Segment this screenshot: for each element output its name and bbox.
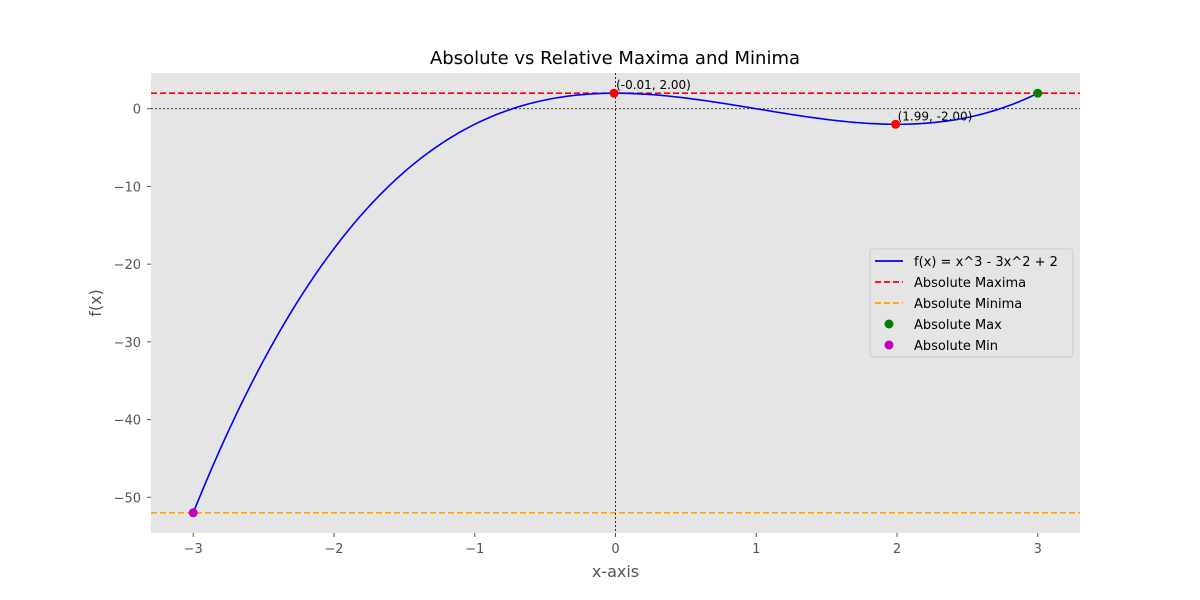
legend-label-2: Absolute Minima [914,297,1022,312]
y-axis-label: f(x) [86,289,105,317]
x-tick-label-3: 0 [611,542,619,557]
chart-title: Absolute vs Relative Maxima and Minima [430,48,800,69]
legend-label-1: Absolute Maxima [914,276,1026,291]
y-tick-label-1: −10 [114,180,141,195]
point-markers [188,88,1043,518]
legend-label-0: f(x) = x^3 - 3x^2 + 2 [914,255,1058,270]
x-tick-label-5: 2 [893,542,901,557]
legend-symbol-4 [884,340,894,350]
y-tick-label-4: −40 [114,414,141,429]
point-marker-0 [1033,88,1043,98]
y-axis-ticks: 0 −10 −20 −30 −40 −50 [114,103,151,506]
x-tick-label-0: −3 [184,542,203,557]
point-label-3: (1.99, -2.00) [898,109,973,123]
point-marker-1 [188,508,198,518]
x-tick-label-2: −1 [465,542,484,557]
point-marker-3 [891,119,901,129]
point-label-2: (-0.01, 2.00) [616,78,691,92]
legend: f(x) = x^3 - 3x^2 + 2 Absolute Maxima Abso… [869,248,1074,358]
legend-symbol-3 [884,319,894,329]
x-tick-label-4: 1 [752,542,760,557]
x-tick-label-1: −2 [324,542,343,557]
legend-label-3: Absolute Max [914,318,1002,333]
y-tick-label-0: 0 [133,103,141,118]
y-tick-label-3: −30 [114,336,141,351]
x-tick-label-6: 3 [1034,542,1042,557]
x-axis-ticks: −3 −2 −1 0 1 2 3 [184,533,1042,557]
legend-box [869,248,1074,358]
y-tick-label-5: −50 [114,491,141,506]
legend-label-4: Absolute Min [914,339,998,354]
point-labels: (-0.01, 2.00) (1.99, -2.00) [616,78,972,123]
point-marker-2 [609,88,619,98]
y-tick-label-2: −20 [114,258,141,273]
x-axis-label: x-axis [592,562,639,581]
